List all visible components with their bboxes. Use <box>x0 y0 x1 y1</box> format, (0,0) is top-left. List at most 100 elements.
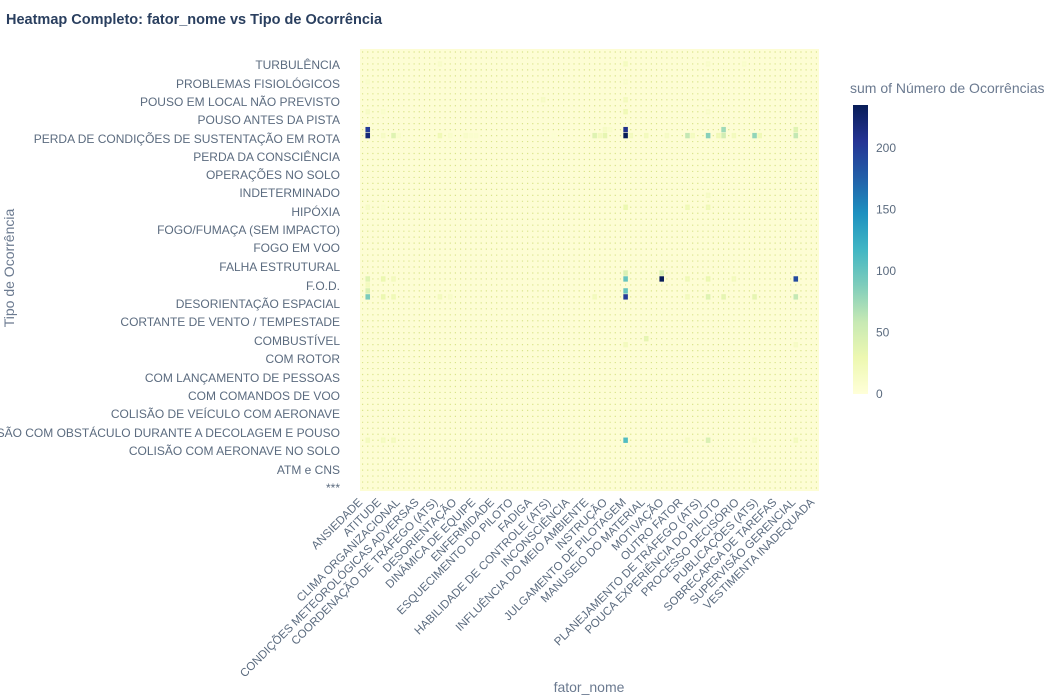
heatmap-cell <box>447 294 453 300</box>
y-tick-label: POUSO EM LOCAL NÃO PREVISTO <box>140 95 340 109</box>
heatmap-cell <box>623 61 628 67</box>
heatmap-cell <box>602 132 608 139</box>
colorbar-tick-label: 200 <box>876 141 896 155</box>
heatmap-cell <box>664 132 670 139</box>
heatmap-cell <box>705 132 711 139</box>
heatmap-cell <box>391 276 396 282</box>
y-tick-label: CORTANTE DE VENTO / TEMPESTADE <box>120 315 340 329</box>
heatmap-cell <box>721 294 726 300</box>
y-axis-title: Tipo de Ocorrência <box>1 209 17 328</box>
heatmap-cell <box>592 294 597 300</box>
heatmap-cell <box>721 126 726 133</box>
heatmap-cell <box>391 132 396 139</box>
heatmap-cell <box>752 132 757 139</box>
y-tick-label: COM COMANDOS DE VOO <box>188 389 340 403</box>
y-tick-label: COLISÃO COM AERONAVE NO SOLO <box>129 444 340 458</box>
y-tick-label: FOGO EM VOO <box>253 241 340 255</box>
chart-title: Heatmap Completo: fator_nome vs Tipo de … <box>6 12 383 28</box>
heatmap-cell <box>365 109 371 115</box>
y-tick-label: COLISÃO COM OBSTÁCULO DURANTE A DECOLAGE… <box>0 425 340 440</box>
y-tick-label: PERDA DA CONSCIÊNCIA <box>193 149 340 164</box>
heatmap-cell <box>705 204 711 210</box>
y-tick-label: COM ROTOR <box>266 352 341 366</box>
heatmap-cell <box>380 109 386 115</box>
heatmap-cell <box>592 132 597 139</box>
y-tick-label: DESORIENTAÇÃO ESPACIAL <box>176 297 341 311</box>
heatmap-cell <box>473 132 479 139</box>
y-tick-label: HIPÓXIA <box>291 204 340 219</box>
heatmap-cell <box>540 97 546 103</box>
heatmap-cell <box>628 132 634 139</box>
heatmap-cell <box>365 288 371 294</box>
colorbar-ticks: 0 50 100 150 200 <box>876 141 896 401</box>
heatmap-cell <box>623 109 628 115</box>
colorbar-tick-label: 150 <box>876 203 896 217</box>
heatmap-cell <box>752 437 757 443</box>
y-tick-label: PERDA DE CONDIÇÕES DE SUSTENTAÇÃO EM ROT… <box>34 131 340 146</box>
heatmap-cell <box>380 132 386 139</box>
heatmap-cell <box>690 132 695 139</box>
heatmap-cell <box>391 437 396 443</box>
heatmap-cell <box>623 341 628 348</box>
heatmap-cell <box>659 270 664 276</box>
y-tick-label: FOGO/FUMAÇA (SEM IMPACTO) <box>157 223 340 237</box>
y-tick-label: *** <box>326 481 340 495</box>
heatmap-cell <box>623 204 628 210</box>
heatmap-cell <box>705 276 711 282</box>
heatmap-cell <box>643 132 649 139</box>
y-tick-label: ATM e CNS <box>277 463 340 477</box>
heatmap-cell <box>705 192 711 199</box>
heatmap-cell <box>602 126 608 133</box>
y-tick-label: INDETERMINADO <box>239 186 340 200</box>
heatmap-cell <box>437 132 443 139</box>
heatmap-cell <box>623 276 628 282</box>
heatmap-cell <box>623 126 628 133</box>
heatmap-cell <box>597 132 603 139</box>
heatmap-cell <box>365 132 371 139</box>
heatmap-cell <box>752 294 757 300</box>
heatmap-cell <box>741 61 747 67</box>
y-tick-label: FALHA ESTRUTURAL <box>219 260 340 274</box>
heatmap-cell <box>437 294 443 300</box>
heatmap-cell <box>685 276 690 282</box>
y-tick-label: COM LANÇAMENTO DE PESSOAS <box>145 371 340 385</box>
heatmap-cell <box>685 204 690 210</box>
heatmap-cell <box>721 132 726 139</box>
heatmap-cell <box>551 132 556 139</box>
heatmap-cell <box>437 61 443 67</box>
heatmap-cell <box>468 132 474 139</box>
heatmap-cell <box>623 288 628 294</box>
heatmap-cell <box>716 132 721 139</box>
heatmap-cell <box>757 132 762 139</box>
heatmap-cell <box>365 79 371 85</box>
x-axis-title: fator_nome <box>554 679 625 695</box>
heatmap-cell <box>685 437 690 443</box>
colorbar-title: sum of Número de Ocorrências <box>850 80 1045 96</box>
heatmap-cell <box>793 276 799 282</box>
heatmap-cell <box>705 437 711 443</box>
heatmap-cell <box>365 276 371 282</box>
heatmap-background <box>360 49 819 491</box>
heatmap-cell <box>365 437 371 443</box>
y-tick-label: COMBUSTÍVEL <box>254 333 340 348</box>
heatmap-cell <box>731 276 737 282</box>
heatmap-cell <box>793 126 799 133</box>
heatmap-cell <box>793 341 799 348</box>
heatmap-cell <box>365 294 371 300</box>
heatmap-cell <box>793 437 799 443</box>
heatmap-cell <box>705 294 711 300</box>
heatmap-cell <box>380 437 386 443</box>
y-tick-label: TURBULÊNCIA <box>255 57 340 72</box>
heatmap-cell <box>447 132 453 139</box>
heatmap-cell <box>793 294 799 300</box>
heatmap-cell <box>380 294 386 300</box>
heatmap-cell <box>623 132 628 139</box>
heatmap-cell <box>463 132 469 139</box>
heatmap-cell <box>685 132 690 139</box>
heatmap-cell <box>607 126 613 133</box>
colorbar-tick-label: 0 <box>876 387 883 401</box>
heatmap-cell <box>793 132 799 139</box>
colorbar <box>853 105 868 394</box>
